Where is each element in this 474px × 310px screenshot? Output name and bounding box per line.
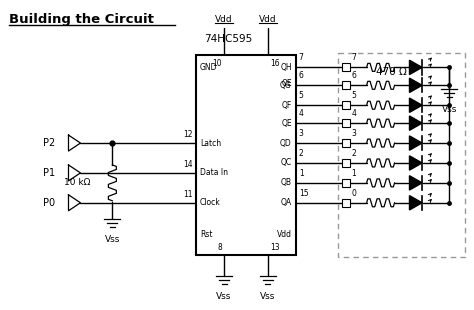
Bar [342, 159, 350, 167]
Bar [342, 179, 350, 187]
Text: QB: QB [281, 178, 292, 187]
Text: 3: 3 [352, 129, 356, 138]
Polygon shape [410, 116, 422, 130]
Bar [196, 55, 296, 255]
Text: 7: 7 [352, 53, 356, 62]
Text: 470 Ω: 470 Ω [376, 67, 407, 78]
Text: 14: 14 [183, 160, 193, 169]
Text: Vdd: Vdd [259, 15, 277, 24]
Text: Latch: Latch [200, 139, 221, 148]
Text: 16: 16 [270, 60, 280, 69]
Text: QH: QH [280, 63, 292, 72]
Polygon shape [410, 156, 422, 170]
Text: QD: QD [280, 139, 292, 148]
Polygon shape [410, 60, 422, 75]
Text: 10: 10 [212, 60, 222, 69]
Polygon shape [410, 78, 422, 92]
Text: 74HC595: 74HC595 [204, 33, 252, 43]
Bar [342, 119, 350, 127]
Text: Building the Circuit: Building the Circuit [9, 13, 154, 26]
Text: QE: QE [281, 119, 292, 128]
Text: 4: 4 [352, 109, 356, 118]
Text: Rst: Rst [200, 230, 213, 239]
Text: 6: 6 [352, 71, 356, 80]
Text: Vdd: Vdd [215, 15, 233, 24]
Text: QC: QC [281, 158, 292, 167]
Text: 5: 5 [352, 91, 356, 100]
Text: Data In: Data In [200, 168, 228, 177]
Text: 12: 12 [183, 130, 193, 139]
Text: 1: 1 [352, 169, 356, 178]
Text: 13: 13 [270, 242, 280, 252]
Text: 7: 7 [299, 53, 304, 62]
Text: 1: 1 [299, 169, 303, 178]
Text: QF: QF [282, 101, 292, 110]
Text: Vss: Vss [216, 292, 232, 301]
Bar [342, 139, 350, 147]
Text: P2: P2 [43, 138, 55, 148]
Text: Vss: Vss [105, 235, 120, 244]
Text: OE: OE [281, 79, 292, 88]
Bar [342, 199, 350, 207]
Text: 11: 11 [183, 190, 193, 199]
Text: 15: 15 [299, 189, 309, 198]
Text: 4: 4 [299, 109, 304, 118]
Text: P1: P1 [43, 168, 55, 178]
Text: GND: GND [200, 63, 218, 72]
Text: 2: 2 [352, 149, 356, 158]
Text: 6: 6 [299, 71, 304, 80]
Polygon shape [410, 196, 422, 210]
Bar [342, 101, 350, 109]
Polygon shape [410, 98, 422, 113]
Text: QG: QG [280, 81, 292, 90]
Bar [342, 81, 350, 89]
Text: Clock: Clock [200, 198, 221, 207]
Bar [337, 53, 465, 257]
Text: 0: 0 [352, 189, 356, 198]
Text: P0: P0 [43, 198, 55, 208]
Text: 5: 5 [299, 91, 304, 100]
Text: 2: 2 [299, 149, 303, 158]
Polygon shape [410, 176, 422, 190]
Bar [342, 64, 350, 71]
Polygon shape [410, 136, 422, 150]
Text: 8: 8 [217, 242, 222, 252]
Text: Vss: Vss [260, 292, 275, 301]
Text: Vdd: Vdd [277, 230, 292, 239]
Text: Vss: Vss [442, 105, 457, 114]
Text: 3: 3 [299, 129, 304, 138]
Text: 10 kΩ: 10 kΩ [64, 178, 91, 187]
Text: QA: QA [281, 198, 292, 207]
